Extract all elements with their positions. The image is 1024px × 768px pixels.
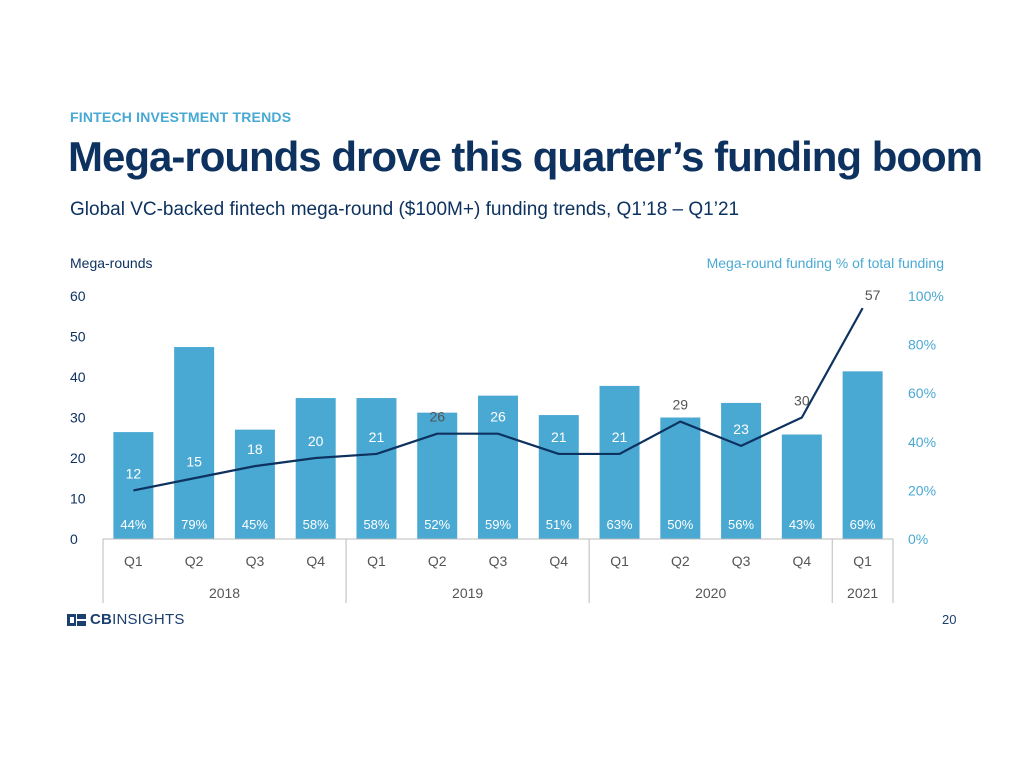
bar-data-label: 69%	[850, 517, 876, 532]
bar	[295, 398, 336, 539]
bar-data-label: 50%	[667, 517, 693, 532]
bar-data-label: 52%	[424, 517, 450, 532]
slide-subtitle: Global VC-backed fintech mega-round ($10…	[70, 199, 740, 220]
quarter-label: Q1	[610, 553, 629, 569]
quarter-label: Q2	[428, 553, 447, 569]
bar-data-label: 43%	[789, 517, 815, 532]
logo-wordmark: CBINSIGHTS	[90, 611, 185, 628]
line-data-label: 21	[369, 429, 385, 445]
bar	[174, 347, 215, 539]
line-data-label: 57	[865, 287, 881, 303]
bar	[538, 415, 579, 539]
mega-rounds-line	[133, 307, 864, 492]
bar	[478, 395, 518, 539]
bar	[356, 398, 397, 539]
left-tick-label: 20	[70, 450, 86, 466]
quarter-label: Q3	[489, 553, 508, 569]
bar-data-label: 45%	[242, 517, 268, 532]
right-tick-label: 80%	[908, 337, 936, 353]
right-axis-title: Mega-round funding % of total funding	[707, 255, 944, 271]
line-data-label: 30	[794, 393, 810, 409]
left-tick-label: 50	[70, 329, 86, 345]
slide-title: Mega-rounds drove this quarter’s funding…	[68, 133, 983, 180]
bar-data-label: 56%	[728, 517, 754, 532]
quarter-label: Q2	[671, 553, 690, 569]
bar	[599, 385, 640, 539]
line-data-label: 26	[429, 409, 445, 425]
year-label: 2021	[847, 585, 878, 601]
quarter-label: Q4	[793, 553, 812, 569]
year-label: 2020	[695, 585, 726, 601]
bar	[781, 434, 822, 539]
bar-data-label: 63%	[607, 517, 633, 532]
quarter-label: Q1	[124, 553, 143, 569]
bar	[721, 402, 762, 539]
bar-data-label: 44%	[120, 517, 146, 532]
year-label: 2018	[209, 585, 240, 601]
quarter-label: Q3	[246, 553, 265, 569]
bar	[113, 432, 154, 539]
page-number: 20	[942, 612, 957, 627]
left-tick-label: 10	[70, 491, 86, 507]
bar	[234, 429, 275, 539]
bar-data-label: 51%	[546, 517, 572, 532]
line-data-label: 21	[551, 429, 567, 445]
quarter-label: Q2	[185, 553, 204, 569]
quarter-label: Q4	[306, 553, 325, 569]
left-axis-title: Mega-rounds	[70, 255, 153, 271]
line-data-label: 29	[673, 397, 689, 413]
bar	[660, 417, 701, 539]
bar-data-label: 79%	[181, 517, 207, 532]
right-tick-label: 100%	[908, 288, 944, 304]
bar-data-label: 58%	[363, 517, 389, 532]
cb-insights-logo-mark	[67, 613, 86, 626]
left-tick-label: 60	[70, 288, 86, 304]
line-data-label: 20	[308, 433, 324, 449]
section-kicker: FINTECH INVESTMENT TRENDS	[70, 109, 292, 125]
line-data-label: 18	[247, 441, 263, 457]
year-label: 2019	[452, 585, 483, 601]
right-tick-label: 40%	[908, 434, 936, 450]
quarter-label: Q1	[853, 553, 872, 569]
bar	[842, 371, 883, 539]
bar-data-label: 59%	[485, 517, 511, 532]
quarter-label: Q4	[549, 553, 568, 569]
line-data-label: 21	[612, 429, 628, 445]
left-tick-label: 40	[70, 369, 86, 385]
quarter-label: Q1	[367, 553, 386, 569]
cb-insights-logo: CBINSIGHTS	[67, 611, 185, 628]
quarter-label: Q3	[732, 553, 751, 569]
line-data-label: 26	[490, 409, 506, 425]
bar-data-label: 58%	[303, 517, 329, 532]
left-tick-label: 30	[70, 410, 86, 426]
right-tick-label: 20%	[908, 482, 936, 498]
left-tick-label: 0	[70, 531, 78, 547]
line-data-label: 12	[126, 465, 142, 481]
right-tick-label: 60%	[908, 385, 936, 401]
line-data-label: 23	[733, 421, 749, 437]
right-tick-label: 0%	[908, 531, 928, 547]
line-data-label: 15	[186, 453, 202, 469]
